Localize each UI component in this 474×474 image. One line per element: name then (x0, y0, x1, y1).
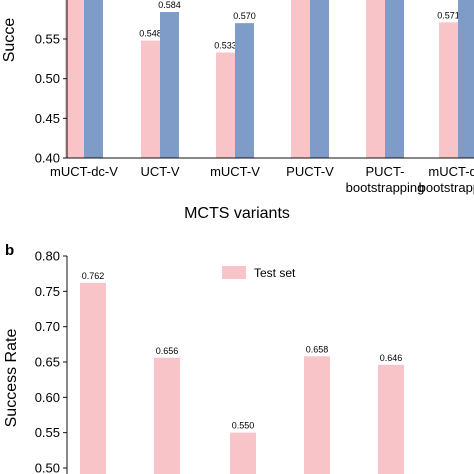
panel-letter-b: b (5, 242, 14, 259)
bar-a-s0-3 (291, 0, 310, 158)
bar-a-s0-1 (141, 40, 160, 158)
bar-a-s0-5 (439, 22, 458, 159)
x-tick-label-line: bootstrapping (346, 180, 425, 195)
bar-label-a-s1-1: 0.584 (158, 0, 181, 10)
bar-a-s1-1 (160, 12, 179, 158)
bar-label-b-2: 0.550 (232, 421, 255, 431)
bar-b-2 (230, 432, 256, 474)
legend-swatch-test-set (222, 266, 246, 279)
bar-label-b-1: 0.656 (156, 346, 179, 356)
y-tick-label-b-6: 0.80 (35, 249, 60, 264)
x-tick-label-a-3: PUCT-V (286, 164, 334, 179)
y-tick-label-b-1: 0.55 (35, 425, 60, 440)
bar-a-s1-2 (235, 23, 254, 159)
x-axis-label-a: MCTS variants (184, 205, 290, 222)
y-tick-label-b-5: 0.75 (35, 284, 60, 299)
y-tick-label-b-3: 0.65 (35, 355, 60, 370)
y-tick-label-a-cropped: 0.60 (35, 0, 60, 3)
y-tick-label-a-0: 0.40 (35, 151, 60, 166)
x-tick-label-line: mUCT-V (210, 164, 260, 179)
bar-a-s0-2 (216, 52, 235, 159)
x-tick-label-a-4: PUCT-bootstrapping (346, 164, 425, 195)
y-tick-label-a-3: 0.55 (35, 32, 60, 47)
bar-a-s0-4 (366, 0, 385, 158)
y-axis-label-b: Success Rate (3, 329, 20, 428)
x-tick-label-line: mUCT-dc-V (50, 164, 118, 179)
bar-label-b-0: 0.762 (82, 271, 105, 281)
x-tick-label-a-1: UCT-V (141, 164, 180, 179)
bar-b-0 (80, 282, 106, 474)
bar-b-3 (304, 356, 330, 474)
y-tick-label-b-2: 0.60 (35, 390, 60, 405)
bar-b-4 (378, 364, 404, 474)
x-tick-label-a-0: mUCT-dc-V (50, 164, 118, 179)
bar-a-s1-3 (310, 0, 329, 158)
bar-label-b-4: 0.646 (380, 353, 403, 363)
x-tick-label-a-5: mUCT-dc-bootstrapping (419, 164, 474, 195)
legend-label-test-set: Test set (254, 266, 296, 280)
bar-b-1 (154, 357, 180, 474)
panel-b-chart: b 0.762 0.656 0.550 0.658 0.646 0.50 0.55 0.60 0.… (3, 242, 404, 474)
bar-label-a-s1-2: 0.570 (233, 11, 256, 21)
y-tick-label-a-1: 0.45 (35, 111, 60, 126)
x-tick-label-a-2: mUCT-V (210, 164, 260, 179)
x-tick-label-line: UCT-V (141, 164, 180, 179)
bar-label-a-s0-1: 0.548 (139, 29, 162, 39)
panel-a-chart: 0.548 0.533 0.571 0.584 0.570 0.40 0.45 0.50 0.5… (1, 0, 474, 222)
x-tick-label-line: PUCT- (366, 164, 405, 179)
bar-a-s1-5 (458, 0, 474, 158)
y-tick-label-b-0: 0.50 (35, 461, 60, 474)
y-tick-label-b-4: 0.70 (35, 319, 60, 334)
bar-label-b-3: 0.658 (306, 344, 329, 354)
bar-a-s0-0 (65, 0, 84, 158)
x-tick-label-line: mUCT-dc- (428, 164, 474, 179)
x-tick-label-line: PUCT-V (286, 164, 334, 179)
y-axis-label-a: Succe (1, 18, 18, 63)
legend-b: Test set (222, 266, 296, 280)
bar-a-s1-4 (385, 0, 404, 158)
bar-label-a-s0-2: 0.533 (214, 40, 237, 50)
bar-label-a-s0-5: 0.571 (437, 10, 460, 20)
y-tick-label-a-2: 0.50 (35, 71, 60, 86)
x-tick-label-line: bootstrapping (419, 180, 474, 195)
bar-a-s1-0 (84, 0, 103, 158)
